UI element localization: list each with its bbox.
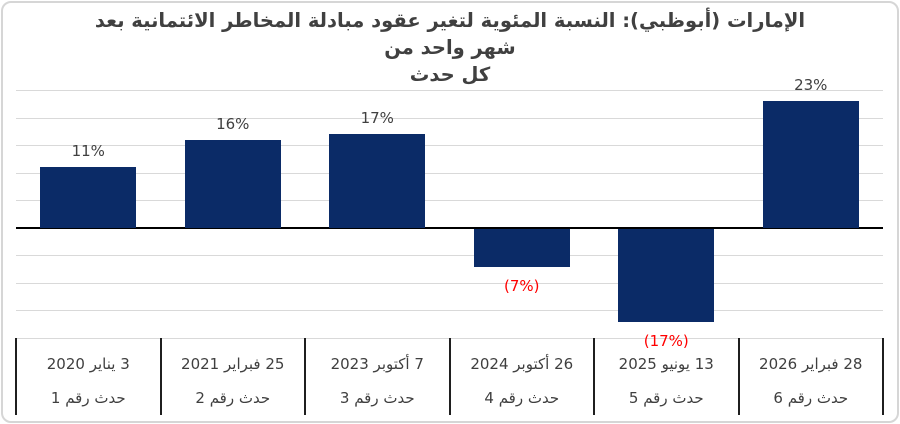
category-cell: 26 أكتوبر 2024 حدث رقم 4	[450, 338, 595, 416]
category-cell: 7 أكتوبر 2023 حدث رقم 3	[305, 338, 450, 416]
category-separator	[448, 337, 451, 415]
bar	[473, 228, 570, 267]
category-separator	[882, 337, 884, 415]
category-event-number: حدث رقم 5	[628, 388, 704, 407]
chart-title-line-1: الإمارات (أبوظبي): النسبة المئوية لتغير …	[94, 9, 806, 59]
category-event-number: حدث رقم 3	[339, 388, 415, 407]
value-label: 23%	[794, 76, 828, 94]
x-axis-zero-line	[16, 226, 883, 229]
category-separator	[159, 337, 162, 415]
category-date: 3 يناير 2020	[46, 354, 130, 373]
bar	[329, 134, 426, 228]
category-cell: 25 فبراير 2021 حدث رقم 2	[161, 338, 306, 416]
category-separator	[737, 337, 740, 415]
chart-title: الإمارات (أبوظبي): النسبة المئوية لتغير …	[80, 7, 820, 88]
category-event-number: حدث رقم 1	[50, 388, 126, 407]
category-separator	[593, 337, 595, 415]
category-cell: 13 يونيو 2025 حدث رقم 5	[594, 338, 739, 416]
bar	[762, 101, 859, 228]
bar	[618, 228, 715, 322]
category-cell: 3 يناير 2020 حدث رقم 1	[16, 338, 161, 416]
value-label: (17%)	[643, 332, 689, 350]
category-date: 26 أكتوبر 2024	[470, 354, 574, 373]
category-date: 25 فبراير 2021	[181, 354, 285, 373]
gridline	[16, 255, 883, 256]
gridline	[16, 145, 883, 146]
value-label: (7%)	[503, 277, 540, 295]
bar	[40, 167, 137, 228]
category-event-number: حدث رقم 4	[484, 388, 560, 407]
category-separator	[304, 337, 306, 415]
category-date: 7 أكتوبر 2023	[330, 354, 424, 373]
gridline	[16, 172, 883, 174]
category-event-number: حدث رقم 6	[773, 388, 849, 407]
gridline	[16, 90, 883, 91]
value-label: 16%	[216, 114, 250, 133]
bar	[184, 139, 281, 228]
category-event-number: حدث رقم 2	[195, 388, 271, 407]
gridline	[16, 117, 883, 119]
category-date: 28 فبراير 2026	[759, 354, 863, 373]
value-label: 17%	[360, 109, 394, 127]
category-cell: 28 فبراير 2026 حدث رقم 6	[739, 338, 884, 416]
gridline	[16, 310, 883, 311]
value-label: 11%	[71, 142, 105, 160]
gridline	[16, 200, 883, 201]
gridline	[16, 282, 883, 284]
chart-title-line-2: كل حدث	[409, 63, 491, 86]
category-separator	[15, 337, 17, 415]
category-date: 13 يونيو 2025	[618, 354, 714, 373]
